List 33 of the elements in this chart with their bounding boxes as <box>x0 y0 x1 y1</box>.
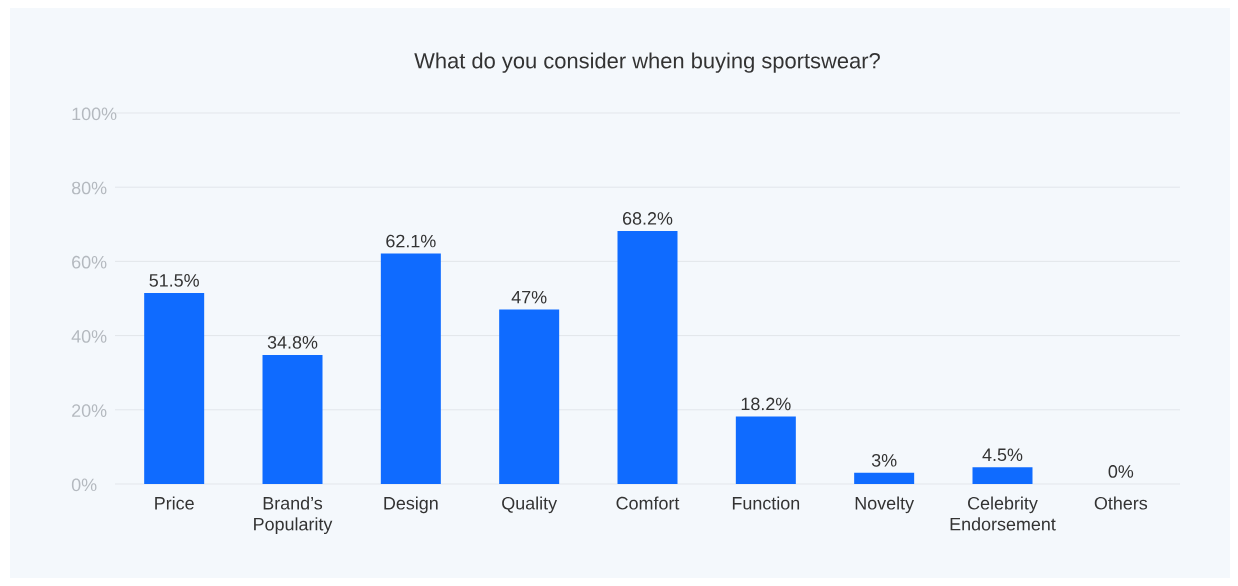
y-tick-label: 0% <box>71 478 97 492</box>
bar <box>380 253 441 484</box>
bar <box>854 472 915 484</box>
chart-title: What do you consider when buying sportswear? <box>414 52 880 73</box>
bar <box>499 309 560 484</box>
data-label: 62.1% <box>386 234 436 248</box>
y-tick-label: 20% <box>72 404 107 417</box>
x-tick-label: Design <box>384 496 438 514</box>
data-label: 18.2% <box>741 397 791 411</box>
x-tick-label: Comfort <box>616 496 680 510</box>
y-tick-label: 100% <box>72 107 117 121</box>
data-label: 47% <box>511 290 547 304</box>
x-tick-label: Others <box>1094 496 1148 510</box>
data-label: 68.2% <box>622 212 673 225</box>
bar <box>735 416 796 484</box>
data-label: 51.5% <box>149 274 199 287</box>
x-tick-label: Quality <box>502 496 558 514</box>
data-label: 3% <box>871 453 897 467</box>
y-tick-label: 80% <box>71 181 107 195</box>
x-tick-label: Function <box>732 496 800 510</box>
x-tick-label: Brand’s Popularity <box>254 496 333 535</box>
x-tick-label: Price <box>155 496 194 510</box>
x-tick-label: Novelty <box>855 496 915 514</box>
y-tick-label: 40% <box>71 330 107 343</box>
data-label: 0% <box>1108 465 1134 478</box>
data-label: 34.8% <box>267 335 318 349</box>
bar <box>617 230 678 484</box>
bar <box>144 292 205 484</box>
data-label: 4.5% <box>982 448 1023 462</box>
bar <box>262 354 323 484</box>
bar <box>972 467 1033 484</box>
x-tick-label: Celebrity Endorsement <box>950 496 1056 531</box>
y-tick-label: 60% <box>72 255 107 269</box>
